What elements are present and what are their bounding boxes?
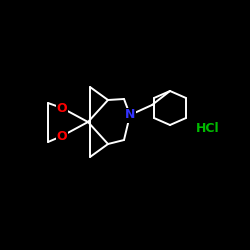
Text: HCl: HCl (196, 122, 220, 134)
Text: O: O (57, 102, 67, 114)
Text: N: N (125, 108, 135, 122)
Text: O: O (57, 130, 67, 142)
